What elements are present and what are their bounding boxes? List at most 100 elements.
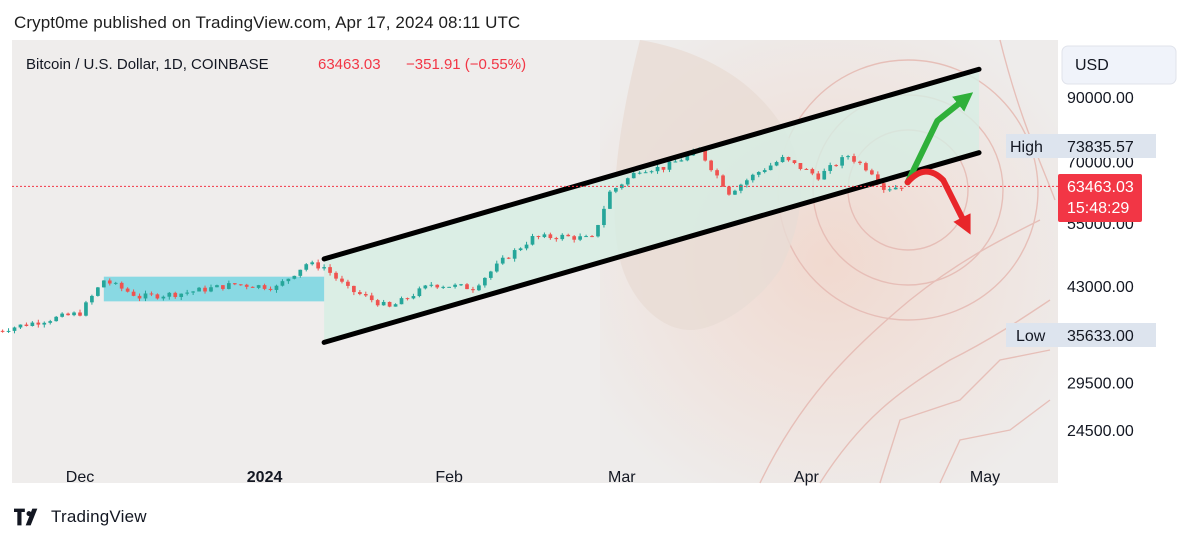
candles	[0, 147, 904, 334]
candle-body	[280, 281, 285, 286]
candle-body	[101, 280, 106, 288]
candle-body	[6, 330, 11, 332]
low-value: 35633.00	[1067, 328, 1134, 345]
bar-countdown: 15:48:29	[1067, 200, 1129, 217]
channel-fill	[324, 69, 980, 343]
candle-body	[30, 322, 35, 326]
candle-body	[798, 163, 803, 169]
candle-body	[483, 277, 487, 286]
candle-body	[762, 170, 767, 172]
candle-body	[554, 238, 559, 240]
candle-body	[584, 236, 588, 238]
candle-body	[441, 286, 446, 288]
candle-body	[643, 172, 648, 174]
candle-body	[429, 284, 434, 286]
candle-body	[292, 275, 297, 279]
candle-body	[393, 304, 398, 307]
bearish-arrow[interactable]	[904, 168, 971, 235]
candle-body	[733, 190, 737, 195]
symbol-price: 63463.03	[318, 56, 381, 73]
candle-body	[548, 234, 553, 239]
candle-body	[119, 282, 124, 289]
candle-body	[768, 165, 773, 171]
candle-body	[54, 316, 59, 322]
candle-body	[417, 288, 422, 297]
time-tick-label: Feb	[435, 469, 463, 486]
candle-body	[631, 173, 636, 179]
candle-body	[858, 161, 862, 164]
candle-body	[524, 244, 529, 249]
candle-body	[346, 281, 350, 286]
currency-button[interactable]: USD	[1061, 45, 1177, 85]
candle-body	[864, 163, 868, 171]
channel-upper-line[interactable]	[321, 66, 982, 262]
candle-body	[488, 271, 493, 278]
candle-body	[649, 171, 654, 173]
candle-body	[149, 293, 154, 295]
candle-body	[846, 156, 850, 158]
tradingview-logo-icon[interactable]	[14, 508, 44, 526]
low-label: Low	[1016, 328, 1046, 345]
candle-body	[494, 263, 499, 272]
candle-body	[250, 286, 255, 288]
candle-body	[530, 236, 535, 245]
candle-body	[173, 292, 178, 297]
brand-name[interactable]: TradingView	[51, 507, 147, 526]
candle-body	[500, 257, 505, 264]
candle-body	[42, 322, 47, 325]
candle-body	[459, 284, 463, 286]
candle-body	[107, 280, 112, 284]
low-tag: Low 35633.00	[1006, 323, 1156, 347]
channel-lower-line[interactable]	[321, 150, 982, 345]
candle-body	[840, 157, 844, 166]
candle-body	[685, 155, 690, 161]
candle-body	[310, 262, 315, 265]
candle-body	[602, 208, 606, 226]
candle-body	[131, 291, 136, 296]
candle-body	[447, 286, 451, 288]
time-tick-label: Mar	[608, 469, 636, 486]
candle-body	[143, 293, 148, 299]
candle-body	[465, 284, 469, 290]
candle-body	[471, 289, 475, 291]
candle-body	[899, 187, 904, 189]
candle-body	[60, 313, 64, 317]
candle-body	[572, 236, 577, 240]
currency-label: USD	[1075, 57, 1109, 74]
candle-body	[828, 165, 833, 171]
candle-body	[66, 313, 70, 316]
candle-body	[203, 287, 207, 292]
candle-body	[167, 292, 172, 297]
candle-body	[191, 291, 195, 293]
price-tick-label: 70000.00	[1067, 154, 1134, 171]
high-tag: High 73835.57	[1006, 134, 1156, 158]
candle-body	[0, 330, 5, 332]
candle-body	[875, 174, 880, 184]
high-value: 73835.57	[1067, 139, 1134, 156]
candle-body	[744, 180, 749, 185]
last-price-tag: 63463.03 15:48:29	[1058, 174, 1142, 222]
candle-body	[12, 327, 17, 331]
candle-body	[870, 170, 874, 175]
candle-body	[375, 300, 380, 306]
candle-body	[709, 160, 713, 171]
candle-body	[703, 149, 708, 161]
candle-body	[792, 160, 797, 164]
candle-body	[625, 178, 630, 185]
candle-body	[834, 165, 838, 167]
candle-body	[72, 312, 76, 316]
candle-body	[137, 295, 142, 299]
candle-body	[352, 285, 356, 293]
candle-body	[667, 161, 672, 170]
candle-body	[286, 278, 291, 282]
candle-body	[780, 156, 785, 163]
candle-body	[673, 161, 678, 163]
candle-body	[739, 184, 743, 191]
candle-body	[232, 283, 237, 285]
candle-body	[96, 287, 100, 296]
candle-body	[816, 173, 821, 180]
candle-body	[48, 321, 53, 323]
candle-body	[363, 294, 368, 296]
candle-body	[881, 183, 886, 190]
